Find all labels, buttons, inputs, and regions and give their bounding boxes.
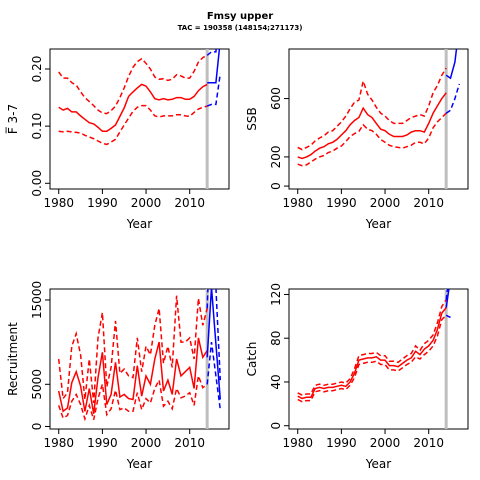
y-axis-label: Recruitment	[6, 322, 20, 396]
y-tick-label: 120	[269, 283, 283, 306]
plot-area	[297, 0, 461, 189]
y-tick-label: 0	[269, 182, 283, 190]
x-tick-label: 1980	[43, 196, 74, 210]
series-line-median	[297, 92, 447, 160]
y-tick-label: 200	[269, 145, 283, 168]
x-axis-label: Year	[365, 457, 391, 471]
projection-line-upper	[206, 49, 217, 56]
x-axis-label: Year	[126, 457, 152, 471]
x-tick-label: 2000	[131, 196, 162, 210]
y-axis-label: Catch	[245, 342, 259, 377]
x-tick-label: 1990	[326, 196, 357, 210]
projection-line-lower	[206, 73, 222, 107]
plot-area	[297, 289, 451, 429]
projection-line-median	[445, 289, 450, 308]
y-tick-label: 0.20	[30, 56, 44, 83]
x-tick-label: 2000	[131, 436, 162, 450]
y-axis-label: F̅ 3-7	[5, 104, 20, 134]
series-line-lower	[297, 112, 447, 167]
x-tick-label: 2010	[174, 436, 205, 450]
series-line-lower	[297, 314, 447, 403]
series-line-median	[58, 83, 208, 133]
y-tick-label: 80	[269, 331, 283, 346]
x-tick-label: 1990	[87, 196, 118, 210]
chart-panel-3: 1980 1990 2000 2010 0 5000 15000 Year Recruitmen…	[6, 281, 230, 471]
y-tick-label: 5000	[30, 369, 44, 400]
y-tick-label: 0	[30, 423, 44, 431]
projection-line-lower	[445, 314, 451, 319]
y-tick-label: 0	[269, 422, 283, 430]
chart-panel-2: 1980 1990 2000 2010 0 200 600 Year SSB	[245, 0, 469, 231]
projection-line-lower	[206, 342, 222, 410]
plot-frame	[49, 288, 230, 430]
projection-line-median	[445, 49, 458, 80]
series-line-median	[57, 337, 208, 414]
x-tick-label: 1980	[43, 436, 74, 450]
y-tick-label: 15000	[30, 281, 44, 319]
series-line-upper	[297, 299, 447, 396]
figure-subtitle: TAC = 190358 (148154;271173)	[177, 24, 303, 32]
y-axis-label: SSB	[245, 107, 259, 130]
x-axis-label: Year	[126, 217, 152, 231]
figure-title: Fmsy upper	[206, 11, 274, 22]
y-tick-label: 0.10	[30, 113, 44, 140]
x-tick-label: 1990	[326, 436, 357, 450]
series-line-lower	[58, 104, 208, 146]
x-tick-label: 2010	[413, 436, 444, 450]
x-tick-label: 1990	[87, 436, 118, 450]
y-tick-label: 40	[269, 374, 283, 389]
projection-line-upper	[206, 289, 222, 381]
plot-frame	[49, 48, 230, 190]
plot-area	[58, 49, 222, 189]
series-line-upper	[57, 295, 208, 403]
series-line-upper	[58, 54, 208, 115]
chart-panel-4: 1980 1990 2000 2010 0 40 80 120 Year Catch	[245, 283, 469, 471]
x-axis-label: Year	[365, 217, 391, 231]
projection-line-upper	[446, 0, 459, 40]
y-tick-label: 600	[269, 87, 283, 110]
projection-line-lower	[445, 83, 461, 114]
x-tick-label: 2000	[370, 436, 401, 450]
series-line-upper	[297, 67, 447, 151]
plot-frame	[288, 288, 469, 430]
projection-line-median	[207, 49, 221, 84]
x-tick-label: 2010	[174, 196, 205, 210]
y-tick-label: 0.00	[30, 170, 44, 197]
x-tick-label: 2000	[370, 196, 401, 210]
series-line-median	[297, 307, 447, 400]
plot-frame	[288, 48, 469, 190]
series-line-lower	[57, 375, 208, 422]
x-tick-label: 1980	[282, 436, 313, 450]
chart-panel-1: 1980 1990 2000 2010 0.00 0.10 0.20 Year F̅ 3-7	[5, 48, 230, 231]
plot-area	[57, 289, 222, 429]
x-tick-label: 2010	[413, 196, 444, 210]
projection-line-median	[206, 289, 222, 400]
x-tick-label: 1980	[282, 196, 313, 210]
